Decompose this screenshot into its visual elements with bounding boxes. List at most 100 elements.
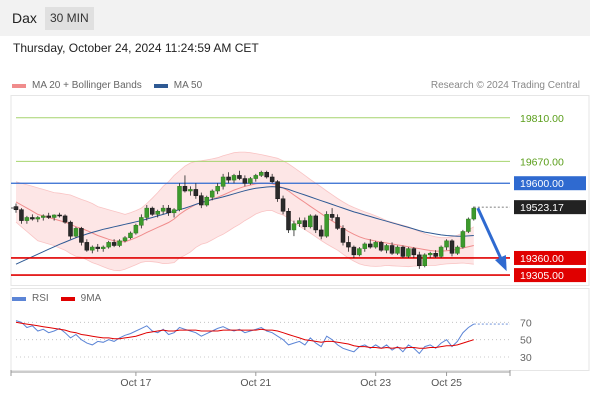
candle-body <box>117 240 122 246</box>
candle-body <box>357 248 362 256</box>
candle-body <box>438 246 444 257</box>
candle-body <box>57 214 62 217</box>
candle <box>318 225 324 240</box>
candle-body <box>460 231 466 248</box>
candle-body <box>395 246 400 254</box>
ma20-legend-label: MA 20 + Bollinger Bands <box>32 80 142 91</box>
rsi-legend: RSI 9MA <box>12 293 101 304</box>
candle-body <box>160 207 166 212</box>
level-label-resistance: 19810.00 <box>520 113 564 125</box>
candle <box>395 245 400 255</box>
level-label-bg-support <box>514 250 586 265</box>
candle-body <box>444 240 449 248</box>
candle-body <box>193 189 199 196</box>
ma50-legend-label: MA 50 <box>173 80 203 91</box>
candle-body <box>411 248 417 256</box>
candle <box>417 251 422 269</box>
candle-body <box>291 223 297 231</box>
timeframe-button[interactable]: 30 MIN <box>45 7 94 30</box>
candle-body <box>95 246 100 249</box>
candle <box>79 226 84 246</box>
candle <box>389 242 395 255</box>
candle-body <box>324 214 329 237</box>
candle <box>57 212 62 218</box>
candle <box>308 214 313 229</box>
candle <box>166 205 171 216</box>
candle <box>351 245 357 258</box>
candle-body <box>466 218 471 232</box>
x-tick-label: Oct 25 <box>431 377 462 389</box>
candle <box>95 243 100 252</box>
ma20-legend-swatch <box>12 83 26 88</box>
candle <box>122 236 128 243</box>
candle <box>150 206 155 216</box>
candle-body <box>100 246 106 249</box>
candle-body <box>362 243 368 249</box>
candle-body <box>427 253 433 256</box>
candle-body <box>269 176 275 182</box>
candle <box>400 245 406 258</box>
candle <box>117 239 122 248</box>
candle-body <box>199 195 204 206</box>
candle-body <box>46 215 51 218</box>
candle-body <box>171 209 177 214</box>
candle-body <box>155 210 160 215</box>
candle <box>324 211 329 238</box>
candle-body <box>41 215 46 218</box>
candle-body <box>422 254 427 267</box>
candle-body <box>264 172 269 178</box>
candle-body <box>308 215 313 228</box>
candle-body <box>280 198 286 212</box>
forecast-arrow-head <box>494 255 507 272</box>
candle <box>335 214 340 230</box>
candle <box>220 173 226 190</box>
candle <box>46 212 51 220</box>
instrument-name: Dax <box>12 10 37 26</box>
candle-body <box>417 254 422 267</box>
bollinger-lower-line <box>15 210 474 272</box>
candle <box>362 242 368 252</box>
candle <box>357 247 362 257</box>
price-panel-frame <box>10 95 590 286</box>
candle-body <box>24 217 30 221</box>
candle-body <box>122 237 128 242</box>
datetime-label: Thursday, October 24, 2024 11:24:59 AM C… <box>13 41 259 55</box>
candle-body <box>389 245 395 254</box>
candle-body <box>302 220 308 228</box>
candle <box>253 173 259 182</box>
level-label-support: 19305.00 <box>520 270 564 282</box>
candle-body <box>248 178 253 184</box>
x-tick-label: Oct 23 <box>360 377 391 389</box>
candle <box>100 245 106 252</box>
candle-body <box>346 242 351 248</box>
candle-body <box>68 221 73 237</box>
candle <box>237 170 242 181</box>
candle <box>466 217 471 234</box>
rsi-legend-label: RSI <box>32 293 49 304</box>
candle <box>329 208 335 221</box>
ma50-legend-swatch <box>153 83 168 88</box>
candle <box>111 239 117 248</box>
candle-body <box>275 181 280 200</box>
candle <box>177 183 182 212</box>
candle-body <box>220 176 226 187</box>
candle-body <box>166 207 171 214</box>
candle <box>144 205 150 221</box>
candle-body <box>90 246 95 251</box>
candle <box>68 220 73 240</box>
candle <box>373 240 378 249</box>
candle-body <box>400 246 406 257</box>
top-bar: Dax 30 MIN <box>0 0 590 36</box>
candle <box>73 226 79 238</box>
candle-body <box>471 207 477 220</box>
candle-body <box>237 175 242 179</box>
candle <box>231 173 237 184</box>
candle-body <box>259 172 264 176</box>
candle <box>313 214 318 234</box>
rsi-ma-legend-swatch <box>60 296 75 301</box>
level-label-bg-pivot <box>514 176 586 191</box>
candle <box>346 236 351 252</box>
rsi-legend-swatch <box>12 296 26 301</box>
candle <box>19 208 24 224</box>
